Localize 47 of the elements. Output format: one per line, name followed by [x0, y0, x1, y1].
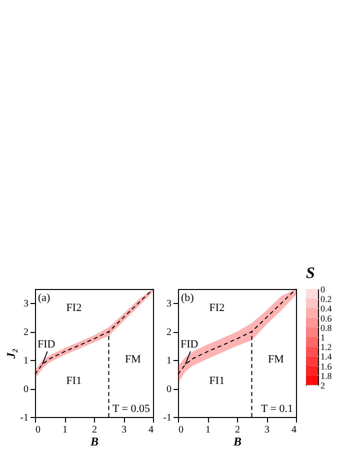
color-bar-label: 1.6 — [320, 361, 332, 372]
color-bar-label: 1.4 — [320, 352, 332, 362]
color-bar-label: 1.8 — [320, 370, 332, 381]
annotation: FM — [268, 353, 284, 366]
y-tick-label: 1 — [166, 356, 172, 367]
annotation: FI2 — [209, 302, 225, 314]
y-tick-label: 0 — [24, 384, 28, 396]
color-bar-label: 0.8 — [320, 322, 332, 333]
annotation: T = 0.1 — [261, 403, 293, 415]
color-bar-label: 1 — [320, 332, 325, 342]
y-tick-label: 0 — [166, 384, 172, 396]
annotation: (a) — [38, 292, 51, 304]
y-tick-label: 2 — [166, 327, 172, 338]
annotation: (b) — [181, 292, 194, 304]
annotation: FI1 — [66, 375, 82, 388]
x-tick-label: 0 — [36, 424, 40, 436]
x-tick-label: 4 — [148, 424, 154, 436]
x-tick-label: 2 — [235, 424, 240, 436]
annotation: T = 0.05 — [112, 403, 150, 415]
x-tick-label: 3 — [264, 424, 270, 436]
x-tick-label: 3 — [122, 424, 126, 436]
y-tick-label: -1 — [163, 412, 172, 424]
y-tick-label: 2 — [24, 327, 28, 338]
color-bar-label: 0 — [320, 284, 326, 294]
x-tick-label: 1 — [62, 424, 68, 436]
annotation: FM — [124, 353, 142, 366]
x-tick-label: 4 — [292, 424, 296, 436]
color-bar-label: 0.4 — [320, 304, 332, 314]
color-bar-label: 1.2 — [320, 342, 332, 352]
x-axis-title: B — [232, 434, 242, 448]
annotation: FID — [180, 338, 198, 350]
y-tick-label: 3 — [166, 298, 172, 310]
x-tick-label: 0 — [178, 424, 184, 436]
color-bar-label: 0.2 — [320, 294, 332, 304]
x-tick-label: 1 — [206, 424, 210, 436]
annotation: FI2 — [66, 302, 82, 314]
y-tick-label: 3 — [24, 298, 28, 310]
color-bar-label: 0.6 — [320, 313, 332, 324]
annotation: FID — [38, 338, 56, 350]
y-tick-label: 1 — [24, 356, 28, 367]
y-tick-label: -1 — [20, 412, 28, 424]
color-bar-title: S — [306, 265, 315, 282]
x-tick-label: 2 — [92, 424, 97, 436]
y-axis-title: J₂ — [4, 348, 18, 360]
annotation: FI1 — [209, 375, 225, 388]
color-bar-label: 2 — [320, 380, 325, 390]
x-axis-title: B — [89, 434, 99, 448]
